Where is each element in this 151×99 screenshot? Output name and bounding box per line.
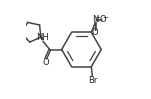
Text: +: + — [95, 15, 100, 21]
Text: NH: NH — [36, 33, 49, 42]
Text: O: O — [99, 15, 106, 24]
Text: O: O — [42, 58, 49, 67]
Text: Br: Br — [88, 76, 97, 85]
Text: −: − — [102, 15, 108, 21]
Text: O: O — [92, 28, 99, 37]
Text: N: N — [92, 15, 98, 24]
